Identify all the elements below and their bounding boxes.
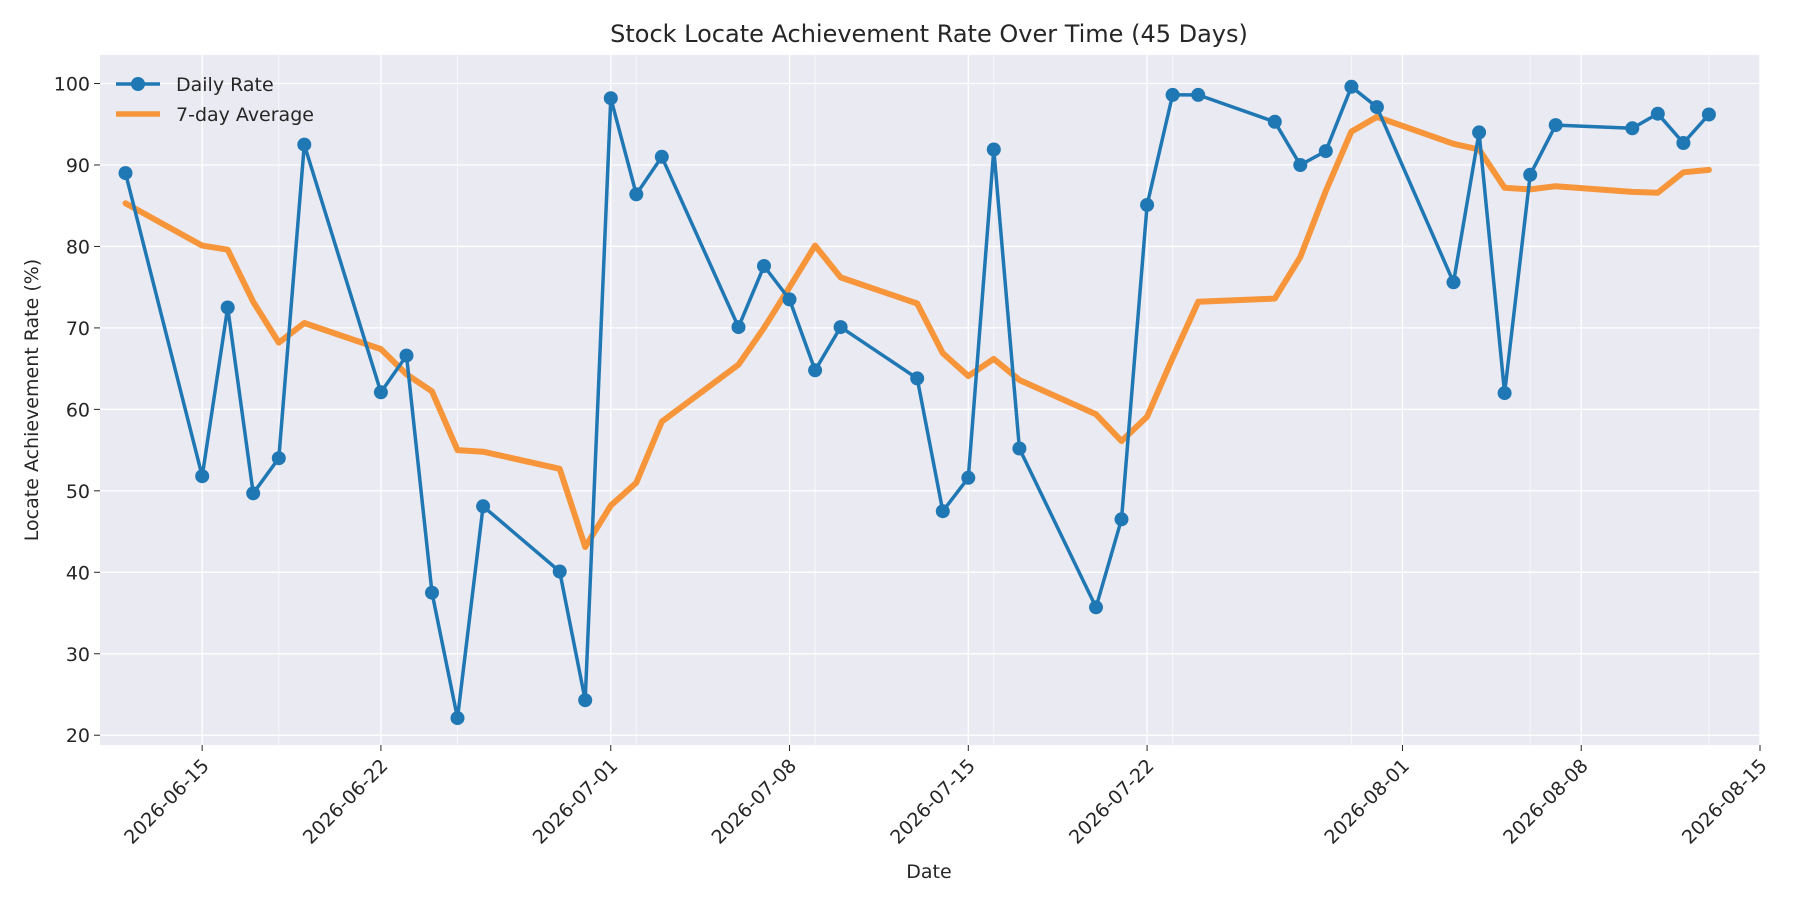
data-point-daily-rate <box>629 187 644 202</box>
x-tick-label: 2026-06-15 <box>120 755 214 849</box>
x-tick-label: 2026-08-08 <box>1499 755 1593 849</box>
data-point-daily-rate <box>1267 114 1282 129</box>
legend-average-label: 7-day Average <box>176 104 314 126</box>
data-point-daily-rate <box>220 300 235 315</box>
data-point-daily-rate <box>476 499 491 514</box>
data-point-daily-rate <box>450 711 465 726</box>
data-point-daily-rate <box>961 470 976 485</box>
data-point-daily-rate <box>731 320 746 335</box>
data-point-daily-rate <box>1191 87 1206 102</box>
legend: Daily Rate 7-day Average <box>116 74 314 126</box>
x-tick-label: 2026-07-15 <box>886 755 980 849</box>
legend-daily-marker <box>131 77 145 91</box>
data-point-daily-rate <box>578 693 593 708</box>
data-point-daily-rate <box>1318 144 1333 159</box>
y-tick-label: 70 <box>66 318 90 340</box>
data-point-daily-rate <box>195 469 210 484</box>
chart-title: Stock Locate Achievement Rate Over Time … <box>610 20 1248 48</box>
x-tick-label: 2026-07-22 <box>1065 755 1159 849</box>
y-tick-label: 100 <box>54 74 90 96</box>
data-point-daily-rate <box>271 451 286 466</box>
data-point-daily-rate <box>1523 167 1538 182</box>
data-point-daily-rate <box>1625 121 1640 136</box>
x-tick-label: 2026-07-01 <box>529 755 623 849</box>
data-point-daily-rate <box>1472 125 1487 140</box>
y-axis-label: Locate Achievement Rate (%) <box>21 259 43 541</box>
data-point-daily-rate <box>808 363 823 378</box>
x-axis-label: Date <box>906 861 951 883</box>
y-tick-label: 90 <box>66 155 90 177</box>
data-point-daily-rate <box>1012 441 1027 456</box>
data-point-daily-rate <box>1089 600 1103 615</box>
data-point-daily-rate <box>1293 158 1308 172</box>
data-point-daily-rate <box>757 259 771 273</box>
data-point-daily-rate <box>833 320 848 335</box>
data-point-daily-rate <box>1140 197 1155 212</box>
y-tick-label: 30 <box>66 644 90 666</box>
data-point-daily-rate <box>1548 118 1563 133</box>
data-point-daily-rate <box>1344 79 1359 94</box>
data-point-daily-rate <box>1650 106 1665 121</box>
x-tick-label: 2026-06-22 <box>299 755 393 849</box>
data-point-daily-rate <box>986 142 1001 157</box>
y-tick-label: 80 <box>66 236 90 258</box>
data-point-daily-rate <box>654 149 669 164</box>
data-point-daily-rate <box>935 504 950 519</box>
data-point-daily-rate <box>552 564 567 579</box>
data-point-daily-rate <box>1676 136 1691 150</box>
plot-area <box>100 55 1760 745</box>
data-point-daily-rate <box>297 137 312 152</box>
data-point-daily-rate <box>118 166 133 181</box>
data-point-daily-rate <box>603 91 618 106</box>
data-point-daily-rate <box>373 385 388 400</box>
y-tick-label: 20 <box>66 725 90 747</box>
data-point-daily-rate <box>1446 275 1461 290</box>
y-axis-ticks: 20 30 40 50 60 70 80 90 100 <box>54 74 100 747</box>
data-point-daily-rate <box>1701 107 1716 122</box>
legend-daily-label: Daily Rate <box>176 74 274 96</box>
data-point-daily-rate <box>1165 87 1180 102</box>
x-axis-ticks: 2026-06-15 2026-06-22 2026-07-01 2026-07-08… <box>120 745 1772 849</box>
series-line-7-day-average <box>122 113 1712 550</box>
y-tick-label: 60 <box>66 399 90 421</box>
data-point-daily-rate <box>1369 100 1384 115</box>
data-point-daily-rate <box>425 585 439 600</box>
data-point-daily-rate <box>1114 512 1129 527</box>
grid-lines <box>100 55 1761 745</box>
data-point-daily-rate <box>910 371 925 386</box>
data-point-daily-rate <box>399 348 414 363</box>
series-layer <box>118 79 1716 726</box>
x-tick-label: 2026-07-08 <box>707 755 801 849</box>
data-point-daily-rate <box>246 486 261 501</box>
x-tick-label: 2026-08-15 <box>1678 755 1772 849</box>
y-tick-label: 40 <box>66 562 90 584</box>
y-tick-label: 50 <box>66 481 90 503</box>
x-tick-label: 2026-08-01 <box>1320 755 1414 849</box>
data-point-daily-rate <box>1497 386 1512 401</box>
data-point-daily-rate <box>782 292 797 307</box>
